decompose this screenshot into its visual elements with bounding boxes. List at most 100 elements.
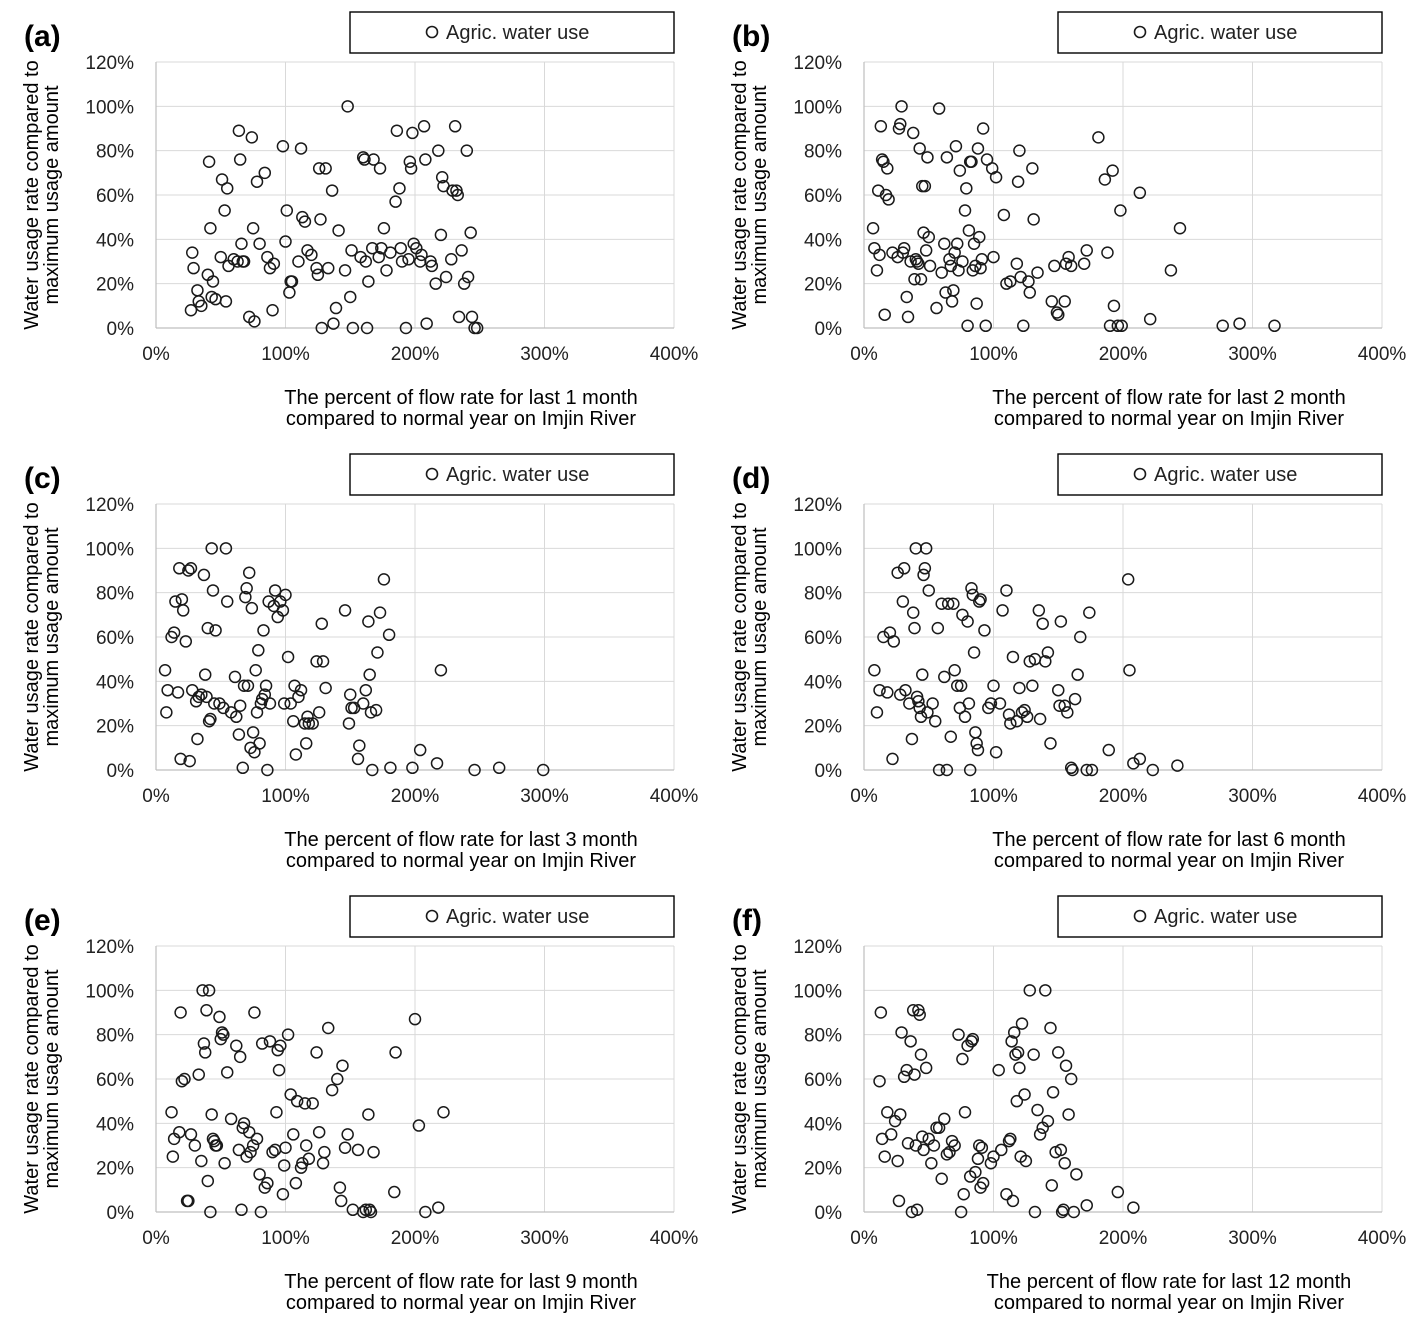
x-tick-label: 0% [142,786,170,807]
data-point [894,117,907,131]
data-point [1032,604,1046,617]
data-point [245,601,259,615]
data-point [916,668,929,681]
data-point [367,153,380,166]
data-point [351,1143,365,1157]
data-point [373,162,387,175]
data-point [954,679,968,693]
x-axis-title-line: compared to normal year on Imjin River [994,1292,1344,1314]
x-tick-label: 200% [391,344,440,365]
y-tick-label: 0% [815,761,843,782]
data-point [287,714,300,728]
data-point [345,244,358,257]
legend-box [349,453,675,496]
data-point [926,697,939,710]
data-point [161,683,174,697]
data-point [266,1145,279,1159]
data-point [341,100,354,113]
data-point [312,1125,326,1139]
data-point [246,726,260,739]
data-point [220,1066,234,1079]
legend-box [349,895,675,938]
data-point [394,241,408,255]
data-point [315,617,329,630]
data-point [277,697,291,710]
data-point [408,1012,422,1026]
data-point [970,297,983,310]
data-point [435,171,449,184]
data-point [1052,1046,1065,1059]
x-axis-title-line: The percent of flow rate for last 6 mont… [992,829,1346,851]
data-point [970,737,983,750]
data-point [351,752,365,766]
data-point [263,261,277,275]
data-point [996,604,1009,617]
data-point [969,726,982,739]
data-point [250,1132,264,1146]
data-point [906,126,920,140]
data-point [944,730,958,743]
data-point [1011,1046,1025,1059]
data-point [281,650,295,664]
data-point [261,1176,274,1190]
data-point [1071,668,1084,681]
data-point [870,264,884,277]
data-point [402,253,415,266]
y-tick-label: 120% [85,53,134,74]
data-point [338,1141,352,1154]
x-axis-title-line: compared to normal year on Imjin River [286,850,636,872]
data-point [372,250,385,264]
data-point [359,255,373,268]
data-point [232,124,246,137]
data-point [1031,1103,1044,1117]
data-point [973,595,986,608]
data-point [406,761,419,775]
data-point [342,717,356,730]
data-point [947,597,960,610]
data-point [1000,1188,1013,1201]
legend-label: Agric. water use [446,906,589,928]
data-point [202,714,216,728]
data-point [294,142,308,155]
data-point [978,624,991,637]
data-point [197,1037,211,1050]
data-point [971,743,985,757]
x-axis-title-line: The percent of flow rate for last 2 mont… [992,387,1346,409]
data-point [200,690,213,704]
data-point [900,290,913,304]
data-point [1114,204,1127,217]
data-point [341,1128,354,1141]
data-point [1233,317,1246,330]
data-point [1039,984,1052,997]
data-point [362,1108,375,1121]
x-tick-label: 300% [520,344,569,365]
x-axis-title-line: The percent of flow rate for last 3 mont… [284,829,638,851]
data-point [465,310,479,324]
data-point [903,697,916,710]
data-point [897,1070,911,1084]
data-point [914,1048,928,1061]
data-point [928,714,942,728]
data-point [1005,1035,1018,1048]
data-point [1048,259,1061,273]
data-point [910,255,924,268]
data-point [233,1050,247,1064]
data-point [257,624,270,637]
data-point [244,1145,257,1159]
panel-label: (d) [732,462,770,495]
data-point [908,272,921,286]
data-point [204,222,217,235]
data-point [1107,299,1121,313]
data-point [1127,1201,1140,1214]
data-point [425,259,439,273]
data-point [377,222,391,235]
data-point [892,1194,906,1208]
data-point [1020,710,1034,724]
data-point [196,984,209,997]
data-point [1068,692,1082,706]
data-point [195,1154,208,1168]
data-point [1085,763,1099,777]
data-point [940,1148,954,1161]
data-point [191,732,204,746]
data-point [906,1004,920,1017]
